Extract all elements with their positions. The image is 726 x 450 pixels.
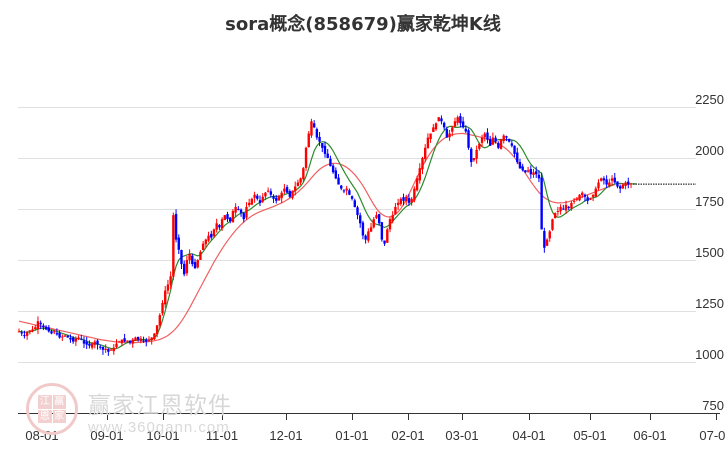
x-tick-label: 10-01 — [146, 428, 180, 443]
x-axis — [18, 413, 720, 420]
y-tick-label: 1000 — [695, 347, 724, 362]
x-tick-label: 11-01 — [205, 428, 239, 443]
gridlines — [18, 107, 696, 363]
x-tick-label: 04-01 — [512, 428, 546, 443]
y-tick-label: 1250 — [695, 296, 724, 311]
y-tick-label: 750 — [702, 398, 724, 413]
chart-title: sora概念(858679)赢家乾坤K线 — [225, 14, 501, 35]
x-tick-label: 08-01 — [25, 428, 59, 443]
x-tick-label: 01-01 — [335, 428, 369, 443]
x-tick-label: 02-01 — [391, 428, 425, 443]
x-tick-label: 03-01 — [445, 428, 479, 443]
y-tick-label: 2250 — [695, 92, 724, 107]
x-tick-label: 09-01 — [90, 428, 124, 443]
candles — [17, 113, 633, 356]
x-tick-label: 12-01 — [269, 428, 303, 443]
y-tick-label: 1750 — [695, 194, 724, 209]
x-tick-label: 06-01 — [633, 428, 667, 443]
x-tick-label: 05-01 — [573, 428, 607, 443]
y-tick-label: 2000 — [695, 143, 724, 158]
y-tick-label: 1500 — [695, 245, 724, 260]
x-tick-label: 07-01 — [699, 428, 726, 443]
